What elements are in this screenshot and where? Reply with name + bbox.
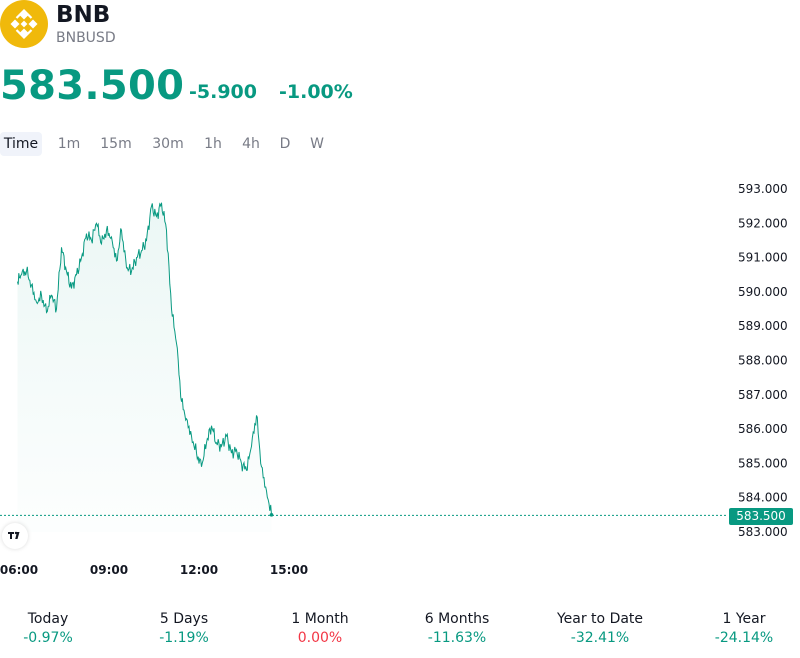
performance-label: Today xyxy=(27,611,69,627)
y-tick-label: 591.000 xyxy=(738,251,788,265)
price-chart[interactable]: 593.000 592.000 591.000 590.000 589.000 588.0… xyxy=(0,170,800,590)
timeframe-selector: Time 1m 15m 30m 1h 4h D W xyxy=(0,132,800,156)
performance-year-to-date[interactable]: Year to Date -32.41% xyxy=(530,610,670,648)
quote-row: 583.500 -5.900 -1.00% xyxy=(0,62,800,110)
timeframe-1h[interactable]: 1h xyxy=(204,136,222,152)
last-price-label: 583.500 xyxy=(729,508,793,525)
timeframe-d[interactable]: D xyxy=(279,136,291,152)
timeframe-1m[interactable]: 1m xyxy=(57,136,81,152)
price-change-percent: -1.00% xyxy=(279,81,353,103)
performance-label: 5 Days xyxy=(159,611,209,627)
timeframe-4h[interactable]: 4h xyxy=(242,136,260,152)
y-tick-label: 593.000 xyxy=(738,182,788,196)
bnb-logo-icon xyxy=(0,0,48,48)
last-point-marker xyxy=(269,513,274,517)
performance-summary: Today -0.97% 5 Days -1.19% 1 Month 0.00%… xyxy=(0,610,800,650)
performance-value: 0.00% xyxy=(297,630,343,646)
last-price: 583.500 xyxy=(0,63,185,109)
performance-label: Year to Date xyxy=(556,611,644,627)
y-tick-label: 583.000 xyxy=(738,525,788,539)
performance-label: 6 Months xyxy=(424,611,490,627)
series-area xyxy=(17,202,272,532)
tradingview-logo-icon[interactable] xyxy=(2,523,28,549)
performance-today[interactable]: Today -0.97% xyxy=(0,610,118,648)
price-chart-svg: 593.000 592.000 591.000 590.000 589.000 588.0… xyxy=(0,182,788,577)
symbol-header: BNB BNBUSD xyxy=(0,0,800,52)
performance-label: 1 Month xyxy=(291,611,349,627)
x-tick-label: 09:00 xyxy=(90,563,128,577)
timeframe-time[interactable]: Time xyxy=(0,132,42,156)
performance-1-year[interactable]: 1 Year -24.14% xyxy=(674,610,800,648)
timeframe-w[interactable]: W xyxy=(310,136,324,152)
y-tick-label: 592.000 xyxy=(738,216,788,230)
performance-1-month[interactable]: 1 Month 0.00% xyxy=(250,610,390,648)
y-tick-label: 587.000 xyxy=(738,388,788,402)
y-tick-label: 584.000 xyxy=(738,491,788,505)
performance-value: -1.19% xyxy=(159,630,209,646)
y-tick-label: 585.000 xyxy=(738,456,788,470)
time-axis: 06:00 09:00 12:00 15:00 xyxy=(0,563,308,577)
y-tick-label: 590.000 xyxy=(738,285,788,299)
y-tick-label: 589.000 xyxy=(738,319,788,333)
timeframe-15m[interactable]: 15m xyxy=(100,136,132,152)
performance-value: -32.41% xyxy=(570,630,630,646)
x-tick-label: 12:00 xyxy=(180,563,218,577)
price-change: -5.900 xyxy=(189,81,257,103)
symbol-name: BNB xyxy=(56,2,111,28)
performance-value: -11.63% xyxy=(427,630,487,646)
performance-value: -24.14% xyxy=(714,630,774,646)
x-tick-label: 15:00 xyxy=(270,563,308,577)
y-tick-label: 586.000 xyxy=(738,422,788,436)
performance-5-days[interactable]: 5 Days -1.19% xyxy=(114,610,254,648)
timeframe-30m[interactable]: 30m xyxy=(152,136,184,152)
x-tick-label: 06:00 xyxy=(0,563,38,577)
performance-6-months[interactable]: 6 Months -11.63% xyxy=(387,610,527,648)
price-axis: 593.000 592.000 591.000 590.000 589.000 588.0… xyxy=(738,182,788,539)
y-tick-label: 588.000 xyxy=(738,354,788,368)
performance-label: 1 Year xyxy=(722,611,766,627)
performance-value: -0.97% xyxy=(23,630,73,646)
symbol-pair: BNBUSD xyxy=(56,30,116,46)
series-line xyxy=(17,202,272,515)
